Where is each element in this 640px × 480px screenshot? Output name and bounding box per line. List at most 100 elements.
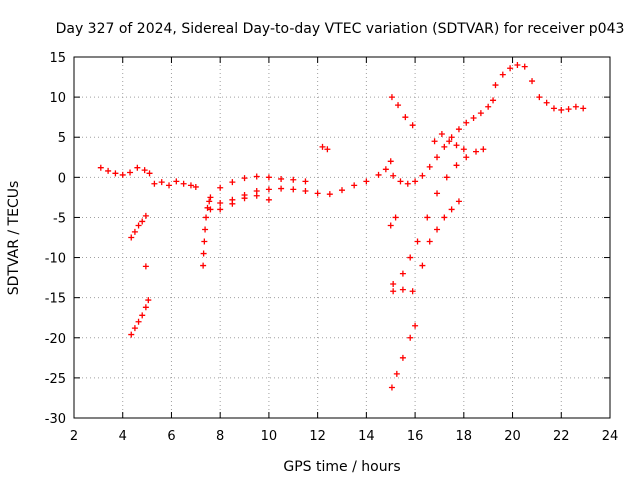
data-point-arc-vertical [206,198,213,205]
x-tick-label: 22 [553,429,570,444]
data-point-arc-mid-third [241,195,248,202]
data-point-arc-peak [572,103,579,110]
data-point-arc-mid-third [265,196,272,203]
data-point-arc-peak [565,106,572,113]
data-point-arc-vertical [202,226,209,233]
data-point-arc-bottom [399,354,406,361]
data-point-arc-bottom [407,334,414,341]
data-point-arc-early [134,164,141,171]
data-marks [97,62,587,391]
data-point-arc-rise-d [453,142,460,149]
data-point-arc-mid-lower [217,200,224,207]
data-point-arc-rise-b [434,226,441,233]
data-point-arc-peak [543,99,550,106]
data-point-arc-peak [558,106,565,113]
data-point-arc-rise-b [455,198,462,205]
data-point-arc-mid-upper [241,175,248,182]
data-point-arc-low-a [128,234,135,241]
x-tick-label: 20 [504,429,521,444]
data-point-arc-low-a [135,222,142,229]
y-tick-label: -25 [45,372,66,387]
data-point-arc-rise-c [419,172,426,179]
data-point-arc-mid-lower [363,178,370,185]
data-point-arc-late-top [409,122,416,129]
data-point-arc-rise-a [480,146,487,153]
data-point-arc-mid-upper [278,175,285,182]
data-point-arc-plateau [173,178,180,185]
x-tick-label: 8 [216,429,224,444]
data-point-arc-peak [550,105,557,112]
data-point-arc-plateau [166,182,173,189]
data-point-arc-peak [499,71,506,78]
data-point-arc-mid-upper [253,173,260,180]
data-point-arc-mid-upper [229,179,236,186]
data-point-arc-low-a [131,228,138,235]
data-point-arc-vertical [201,238,208,245]
data-point-arc-rise-a [407,254,414,261]
data-point-arc-rise-c [455,126,462,133]
data-point-arc-rise-c [390,172,397,179]
data-point-isolated-12 [324,146,331,153]
data-point-arc-rise-b [441,214,448,221]
data-point-arc-rise-c [441,143,448,150]
data-point-arc-low-b [142,304,149,311]
data-point-arc-rise-b [409,288,416,295]
data-point-arc-plateau [158,179,165,186]
data-point-arc-rise-d [438,131,445,138]
data-point-arc-late-top [402,114,409,121]
data-point-arc-mid-lower [326,191,333,198]
y-tick-label: -5 [53,211,66,226]
data-point-arc-mid-lower [339,187,345,194]
data-point-arc-rise-d [446,138,453,145]
x-tick-label: 12 [309,429,326,444]
x-tick-label: 18 [456,429,473,444]
data-point-arc-bottom [412,322,419,329]
data-point-arc-low-b [145,297,152,304]
data-point-arc-vertical [200,250,207,257]
data-point-arc-rise-a [463,154,470,161]
y-tick-label: -10 [45,252,66,267]
data-point-arc-mid-lower [207,206,214,213]
data-point-arc-mid-third [253,192,260,199]
data-point-arc-early [127,169,134,176]
data-point-arc-rise-b [399,286,406,293]
data-point-arc-rise-b [390,281,397,288]
chart-title: Day 327 of 2024, Sidereal Day-to-day VTE… [56,21,625,37]
data-point-arc-bottom [393,370,400,377]
data-point-arc-rise-c [404,180,411,187]
data-point-arc-rise-c [470,114,477,121]
data-point-arc-peak [521,63,528,70]
data-point-arc-rise-a [443,174,450,181]
data-point-arc-plateau [151,180,158,187]
data-point-arc-mid-lower [387,158,394,165]
data-point-arc-mid-upper [207,194,214,201]
data-point-arc-mid-lower [314,190,321,197]
x-tick-label: 2 [70,429,78,444]
y-tick-label: 15 [49,51,66,66]
data-point-isolated [142,263,149,270]
data-point-arc-low-b [128,331,135,338]
data-point-arc-mid-upper [290,176,297,183]
data-point-arc-rise-b [426,238,433,245]
data-point-arc-plateau [192,183,199,190]
y-tick-label: 5 [58,131,66,146]
x-tick-label: 14 [358,429,375,444]
y-tick-label: 0 [58,171,66,186]
data-point-arc-rise-a [434,190,441,197]
data-point-arc-rise-a [390,288,397,295]
data-point-arc-peak [536,94,543,101]
data-point-arc-rise-c [490,97,497,104]
data-point-arc-mid-lower [382,166,389,173]
data-point-arc-vertical [203,214,210,221]
y-tick-label: 10 [49,91,66,106]
x-tick-label: 10 [261,429,278,444]
data-point-arc-rise-c [434,154,441,161]
y-axis-title: SDTVAR / TECUs [6,181,22,296]
data-point-arc-rise-c [477,110,484,117]
data-point-arc-early [119,171,126,178]
data-point-isolated-12 [319,143,326,150]
data-point-arc-mid-lower [278,185,285,192]
data-point-arc-rise-a [414,238,421,245]
data-point-arc-mid-lower [290,186,297,193]
data-point-arc-mid-upper [217,184,224,191]
